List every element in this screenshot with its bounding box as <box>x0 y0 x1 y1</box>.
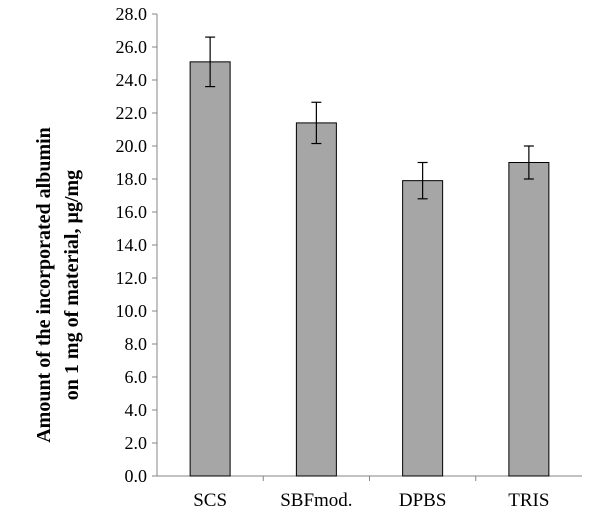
bar <box>295 122 337 477</box>
y-axis-title: Amount of the incorporated albumin on 1 … <box>33 127 83 443</box>
bar <box>189 61 231 477</box>
y-tick-label: 22.0 <box>116 103 148 123</box>
y-tick-label: 14.0 <box>116 235 148 255</box>
bar <box>508 162 550 477</box>
x-axis-labels: SCS SBFmod. DPBS TRIS <box>193 476 549 511</box>
y-axis-title-line2: on 1 mg of material, µg/mg <box>61 170 83 400</box>
y-tick-label: 4.0 <box>125 400 148 420</box>
error-bars <box>205 36 534 200</box>
y-tick-label: 8.0 <box>125 334 148 354</box>
y-tick-label: 24.0 <box>116 70 148 90</box>
x-tick-label: TRIS <box>508 490 549 511</box>
y-axis-ticks: 0.0 2.0 4.0 6.0 8.0 10.0 12.0 14.0 16.0 18.0 20.0 2… <box>116 4 157 486</box>
y-axis-title-line1: Amount of the incorporated albumin <box>33 127 55 443</box>
y-tick-label: 20.0 <box>116 136 148 156</box>
y-tick-label: 10.0 <box>116 301 148 321</box>
bars <box>189 61 550 477</box>
y-tick-label: 0.0 <box>125 466 148 486</box>
y-tick-label: 2.0 <box>125 433 148 453</box>
bar <box>402 180 444 477</box>
y-tick-label: 18.0 <box>116 169 148 189</box>
x-tick-label: DPBS <box>399 490 447 511</box>
y-tick-label: 26.0 <box>116 37 148 57</box>
x-tick-label: SBFmod. <box>280 490 352 511</box>
y-tick-label: 6.0 <box>125 367 148 387</box>
x-tick-label: SCS <box>193 490 227 511</box>
y-tick-label: 16.0 <box>116 202 148 222</box>
y-tick-label: 12.0 <box>116 268 148 288</box>
y-tick-label: 28.0 <box>116 4 148 24</box>
